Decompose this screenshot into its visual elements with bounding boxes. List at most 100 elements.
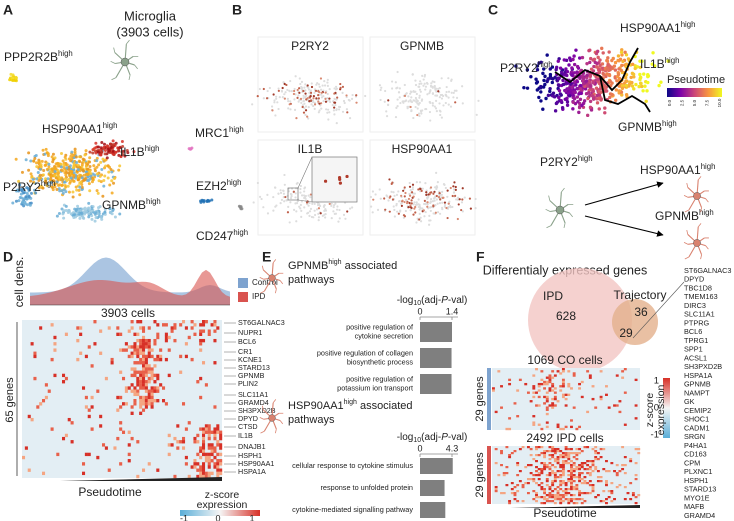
connector <box>632 281 685 339</box>
heatmap-cell <box>142 395 146 400</box>
label-part: -val) <box>448 432 467 443</box>
label: 1.4 <box>446 306 459 316</box>
expr-point <box>304 109 308 112</box>
cell-point <box>529 75 533 79</box>
heatmap-cell <box>545 450 549 453</box>
cell-point <box>429 219 432 222</box>
cell-point <box>620 53 624 57</box>
heatmap-cell <box>556 490 560 493</box>
heatmap-cell <box>540 472 544 475</box>
heatmap-cell <box>502 474 506 477</box>
neuron-branch <box>110 60 116 64</box>
label-part: IL1B <box>120 145 145 159</box>
heatmap-cell <box>578 492 581 495</box>
label-part: MRC1 <box>195 126 229 140</box>
heatmap-cell <box>535 492 538 495</box>
heatmap-cell <box>122 376 126 381</box>
cell-point <box>475 113 478 116</box>
label: SLC11A1 <box>238 390 268 399</box>
cell-point <box>55 188 59 192</box>
cell-point <box>444 101 447 105</box>
cell-point <box>38 173 42 177</box>
heatmap-cell <box>629 482 633 485</box>
label-part: P <box>441 295 448 306</box>
heatmap-cell <box>548 486 552 489</box>
cell-point <box>85 167 89 171</box>
cell-point <box>67 190 71 194</box>
heatmap-cell <box>610 490 614 493</box>
heatmap-cell <box>564 404 568 407</box>
cell-point <box>287 205 290 209</box>
heatmap-cell <box>570 486 573 489</box>
cell-point <box>45 167 49 171</box>
heatmap-cell <box>139 399 143 403</box>
cell-point <box>324 209 328 212</box>
cell-point <box>597 68 602 72</box>
cell-point <box>43 152 47 156</box>
cell-point <box>81 168 85 172</box>
cell-point <box>613 68 618 72</box>
heatmap-cell <box>583 500 587 503</box>
heatmap-cell <box>535 368 538 371</box>
heatmap-cell <box>580 395 584 399</box>
heatmap-cell <box>623 423 627 426</box>
heatmap-cell <box>122 348 126 352</box>
heatmap-cell <box>559 466 563 469</box>
cell-point <box>50 185 54 189</box>
cell-point <box>119 155 123 159</box>
cell-point <box>332 206 335 209</box>
cell-point <box>348 117 352 120</box>
heatmap-cell <box>623 368 627 371</box>
cell-point <box>107 149 111 153</box>
heatmap-cell <box>508 456 512 459</box>
cell-point <box>111 139 115 143</box>
cell-point <box>34 191 38 195</box>
cell-point <box>132 150 136 154</box>
heatmap-cell <box>575 484 579 487</box>
heatmap-cell <box>124 402 128 406</box>
heatmap-cell <box>545 484 549 487</box>
heatmap-cell <box>513 494 517 497</box>
cell-point <box>55 180 59 184</box>
heatmap-cell <box>136 392 140 397</box>
heatmap-cell <box>578 387 581 390</box>
expr-point <box>388 178 391 181</box>
expr-point <box>312 95 316 98</box>
cell-point <box>610 66 614 70</box>
heatmap-cell <box>559 450 563 453</box>
heatmap-cell <box>82 386 86 390</box>
cell-point <box>294 192 297 195</box>
heatmap-cell <box>556 460 560 463</box>
label: cytokine-mediated signalling pathway <box>292 505 413 514</box>
heatmap-cell <box>561 480 565 483</box>
expr-point <box>372 198 375 201</box>
expr-point <box>312 97 315 100</box>
expr-point <box>317 207 321 210</box>
cell-point <box>561 78 565 83</box>
heatmap-cell <box>124 386 128 390</box>
heatmap-cell <box>202 329 206 333</box>
heatmap-cell <box>516 462 520 465</box>
cell-point <box>411 186 415 189</box>
heatmap-cell <box>580 380 584 384</box>
cell-point <box>414 83 418 87</box>
cell-point <box>57 171 61 175</box>
cell-point <box>424 182 427 185</box>
cell-point <box>630 71 635 76</box>
heatmap-cell <box>548 450 552 453</box>
cell-point <box>378 188 381 191</box>
cell-point <box>307 204 310 207</box>
heatmap-cell <box>629 458 633 461</box>
expr-point <box>324 100 328 103</box>
cell-point <box>621 59 625 64</box>
cell-point <box>412 116 415 120</box>
label-part: 10 <box>413 300 421 307</box>
cell-point <box>109 146 113 150</box>
expr-point <box>299 97 303 100</box>
cell-point <box>392 191 395 194</box>
expr-point <box>402 214 406 217</box>
label: 0 <box>654 403 659 414</box>
heatmap-cell <box>596 494 600 497</box>
heatmap-cell <box>575 486 579 489</box>
bar <box>420 480 445 496</box>
